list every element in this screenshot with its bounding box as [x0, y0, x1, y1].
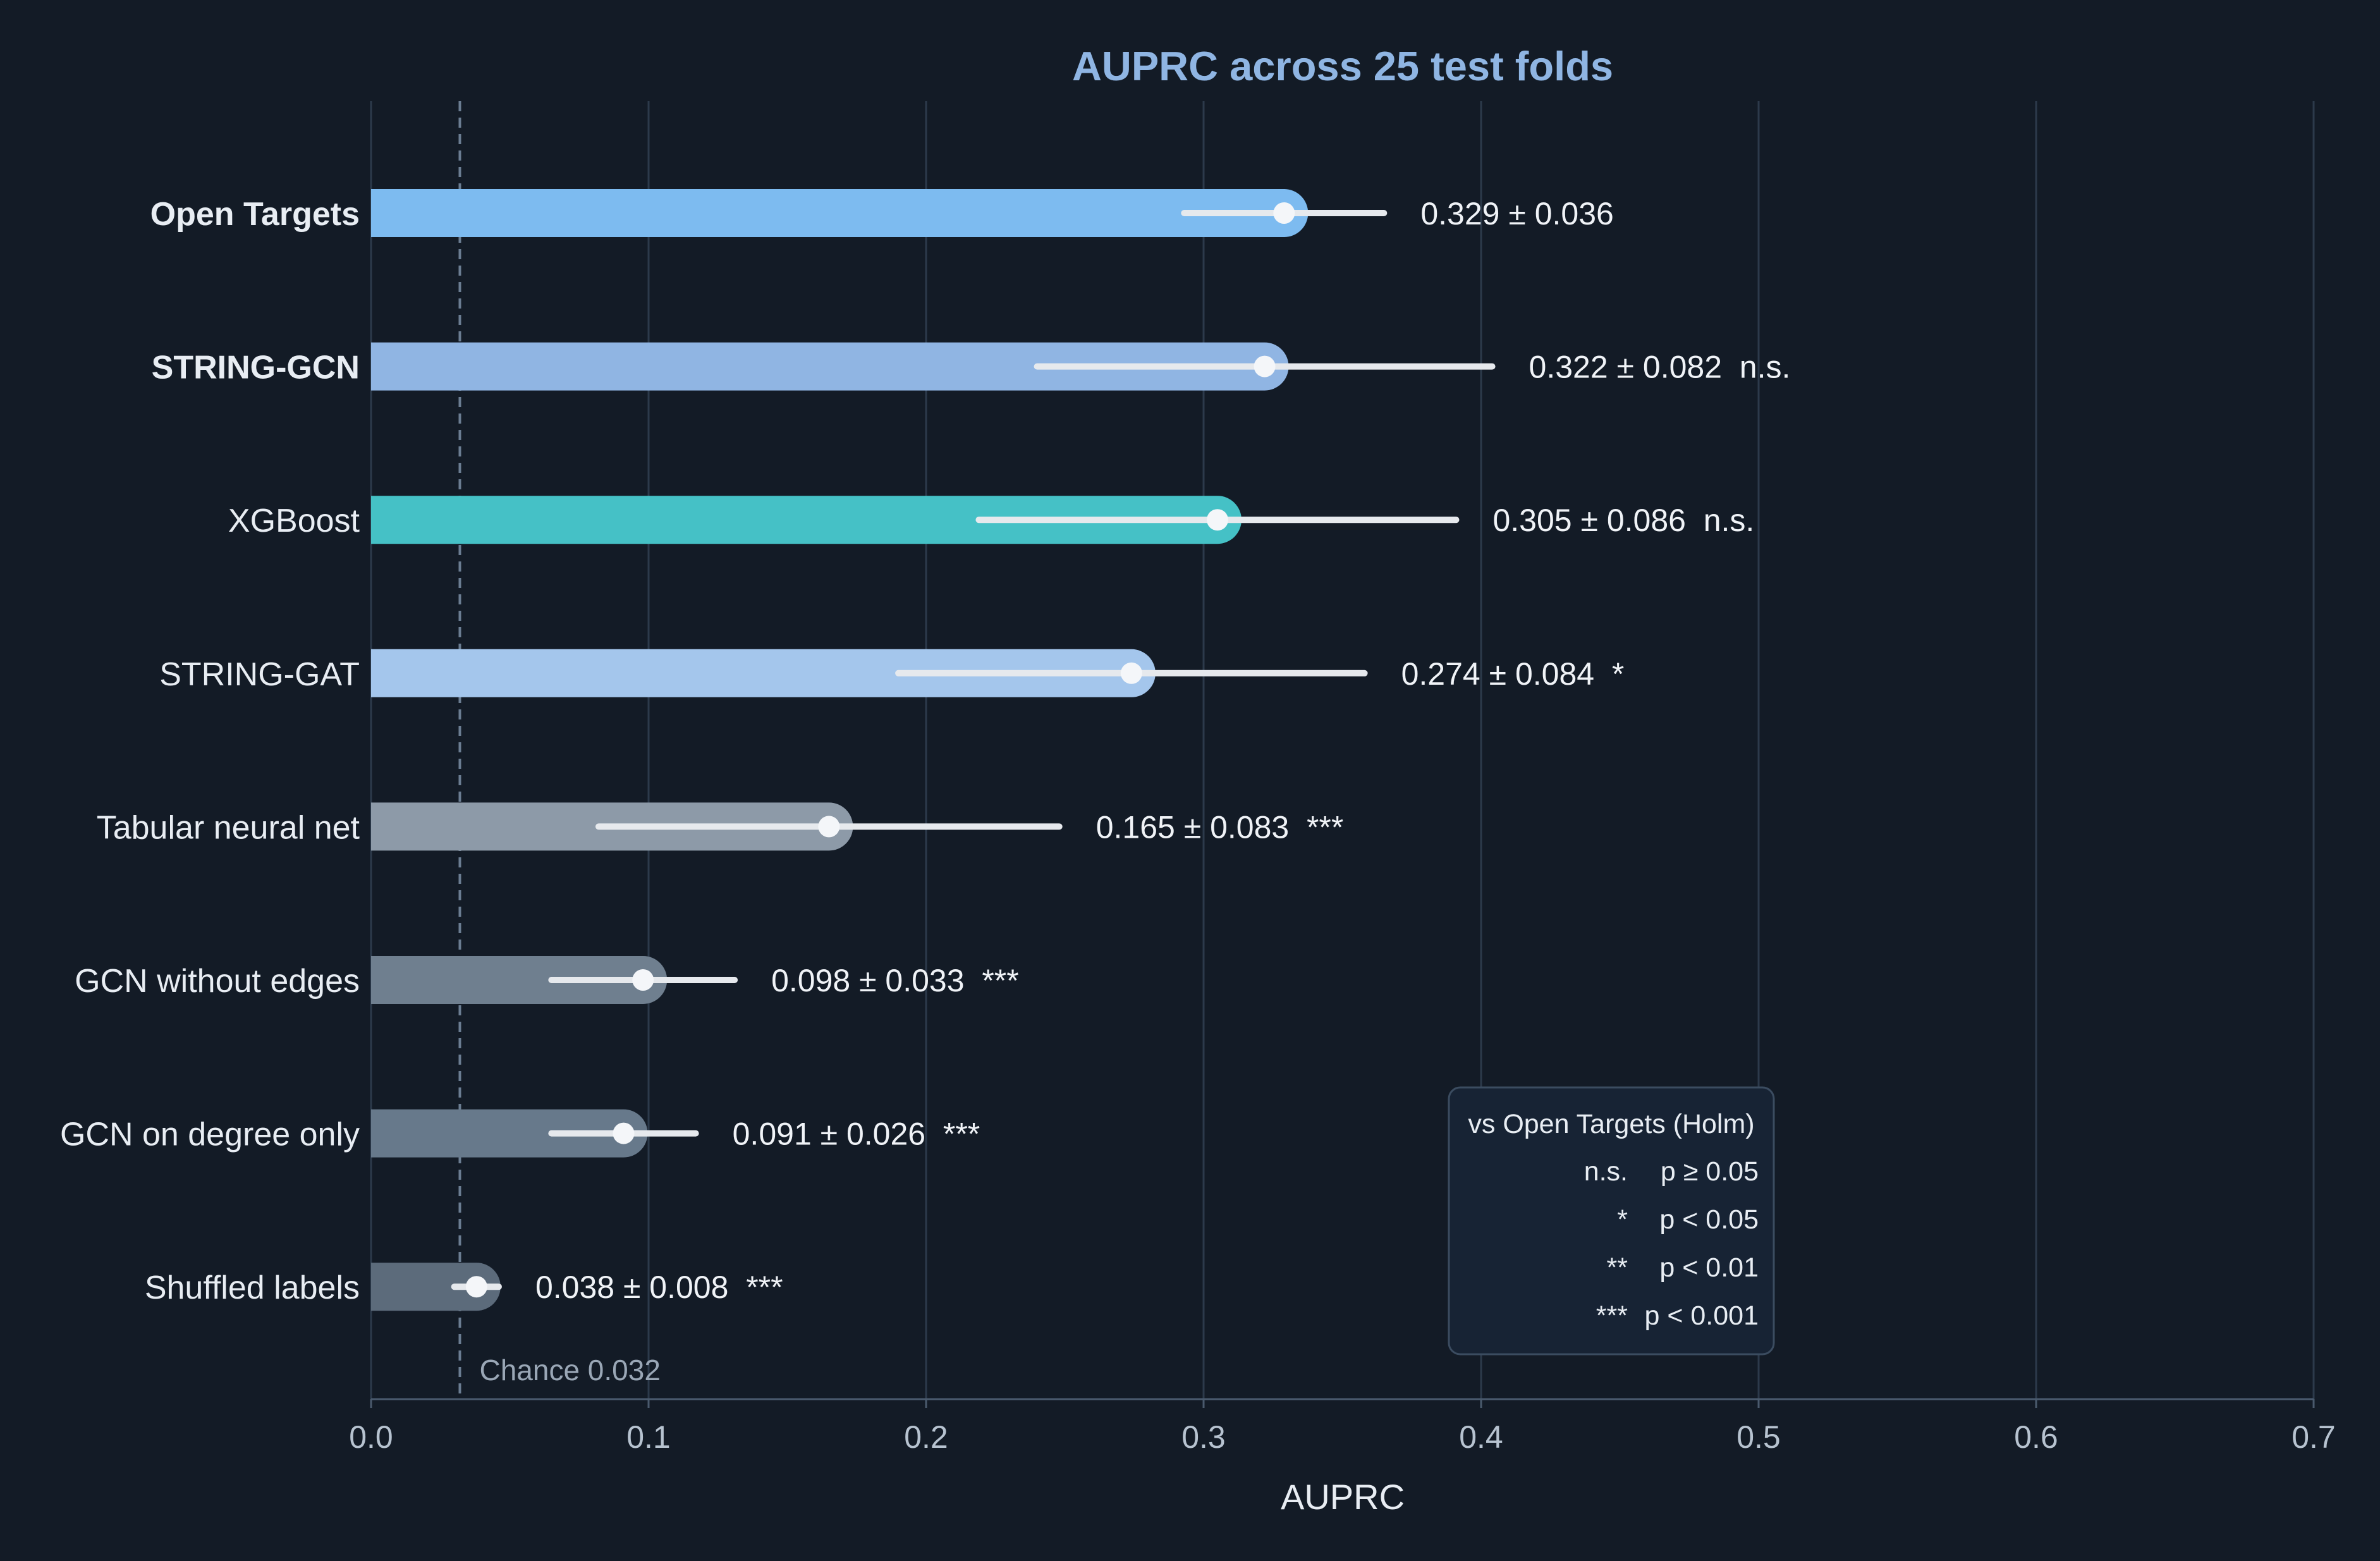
bar: [371, 189, 1309, 237]
mean-marker: [613, 1122, 635, 1144]
legend-text: p < 0.05: [1659, 1204, 1759, 1235]
value-label: 0.305 ± 0.086 n.s.: [1492, 503, 1754, 538]
bar-row: Shuffled labels 0.038 ± 0.008 ***: [145, 1263, 783, 1311]
category-label: Tabular neural net: [97, 809, 360, 846]
bar: [371, 496, 1242, 544]
legend-title: vs Open Targets (Holm): [1468, 1109, 1754, 1139]
chance-label: Chance 0.032: [479, 1354, 660, 1387]
bar-row: XGBoost 0.305 ± 0.086 n.s.: [228, 496, 1754, 544]
x-tick-label: 0.2: [904, 1419, 948, 1455]
significance-legend: vs Open Targets (Holm) n.s. p ≥ 0.05 * p < …: [1448, 1086, 1775, 1356]
value-label: 0.098 ± 0.033 ***: [771, 963, 1019, 998]
x-tick-label: 0.6: [2014, 1419, 2058, 1455]
legend-symbol: n.s.: [1584, 1156, 1628, 1187]
x-tick-label: 0.7: [2292, 1419, 2336, 1455]
chance-reference: Chance 0.032: [458, 101, 661, 1399]
x-axis: 0.0 0.1 0.2 0.3 0.4 0.5 0.6 0.7: [349, 1398, 2336, 1455]
bar-row: Open Targets 0.329 ± 0.036: [150, 189, 1614, 237]
mean-marker: [1206, 509, 1228, 531]
category-label: GCN without edges: [75, 963, 360, 1000]
category-label: STRING-GCN: [152, 350, 360, 386]
legend-symbol: *: [1617, 1204, 1628, 1235]
bar: [371, 342, 1289, 391]
legend-symbol: **: [1607, 1252, 1628, 1283]
x-tick-label: 0.1: [626, 1419, 671, 1455]
value-label: 0.274 ± 0.084 *: [1401, 656, 1625, 692]
value-label: 0.091 ± 0.026 ***: [733, 1117, 980, 1152]
x-tick-label: 0.3: [1181, 1419, 1226, 1455]
mean-marker: [1254, 355, 1276, 377]
bars: Open Targets 0.329 ± 0.036 STRING-GCN 0.322…: [60, 189, 1790, 1311]
bar-row: GCN on degree only 0.091 ± 0.026 ***: [60, 1109, 980, 1158]
bar-row: GCN without edges 0.098 ± 0.033 ***: [75, 956, 1019, 1004]
mean-marker: [1273, 202, 1295, 224]
category-label: Open Targets: [150, 196, 360, 233]
legend-text: p < 0.01: [1659, 1252, 1759, 1283]
category-label: GCN on degree only: [60, 1117, 360, 1153]
category-label: Shuffled labels: [145, 1270, 360, 1306]
bar: [371, 649, 1156, 697]
x-tick-label: 0.5: [1736, 1419, 1781, 1455]
legend-text: p ≥ 0.05: [1661, 1156, 1759, 1187]
x-axis-title: AUPRC: [1281, 1477, 1405, 1517]
x-tick-label: 0.0: [349, 1419, 393, 1455]
mean-marker: [1120, 662, 1142, 684]
bar-row: STRING-GCN 0.322 ± 0.082 n.s.: [152, 342, 1791, 391]
bar: [371, 956, 668, 1004]
value-label: 0.165 ± 0.083 ***: [1096, 809, 1344, 845]
bar: [371, 1263, 501, 1311]
value-label: 0.329 ± 0.036: [1420, 196, 1613, 231]
bar: [371, 1109, 648, 1158]
mean-marker: [465, 1276, 487, 1298]
mean-marker: [818, 816, 840, 838]
x-tick-label: 0.4: [1459, 1419, 1503, 1455]
legend-text: p < 0.001: [1644, 1301, 1759, 1331]
value-label: 0.322 ± 0.082 n.s.: [1529, 350, 1791, 385]
category-label: XGBoost: [228, 503, 360, 539]
legend-symbol: ***: [1596, 1301, 1628, 1331]
mean-marker: [632, 969, 654, 991]
chart-title: AUPRC across 25 test folds: [1072, 43, 1613, 89]
value-label: 0.038 ± 0.008 ***: [535, 1270, 783, 1305]
bar-row: Tabular neural net 0.165 ± 0.083 ***: [97, 802, 1344, 851]
legend-box: [1448, 1086, 1775, 1356]
bar-row: STRING-GAT 0.274 ± 0.084 *: [159, 649, 1624, 697]
category-label: STRING-GAT: [159, 656, 360, 693]
grid-lines: [370, 101, 2315, 1399]
